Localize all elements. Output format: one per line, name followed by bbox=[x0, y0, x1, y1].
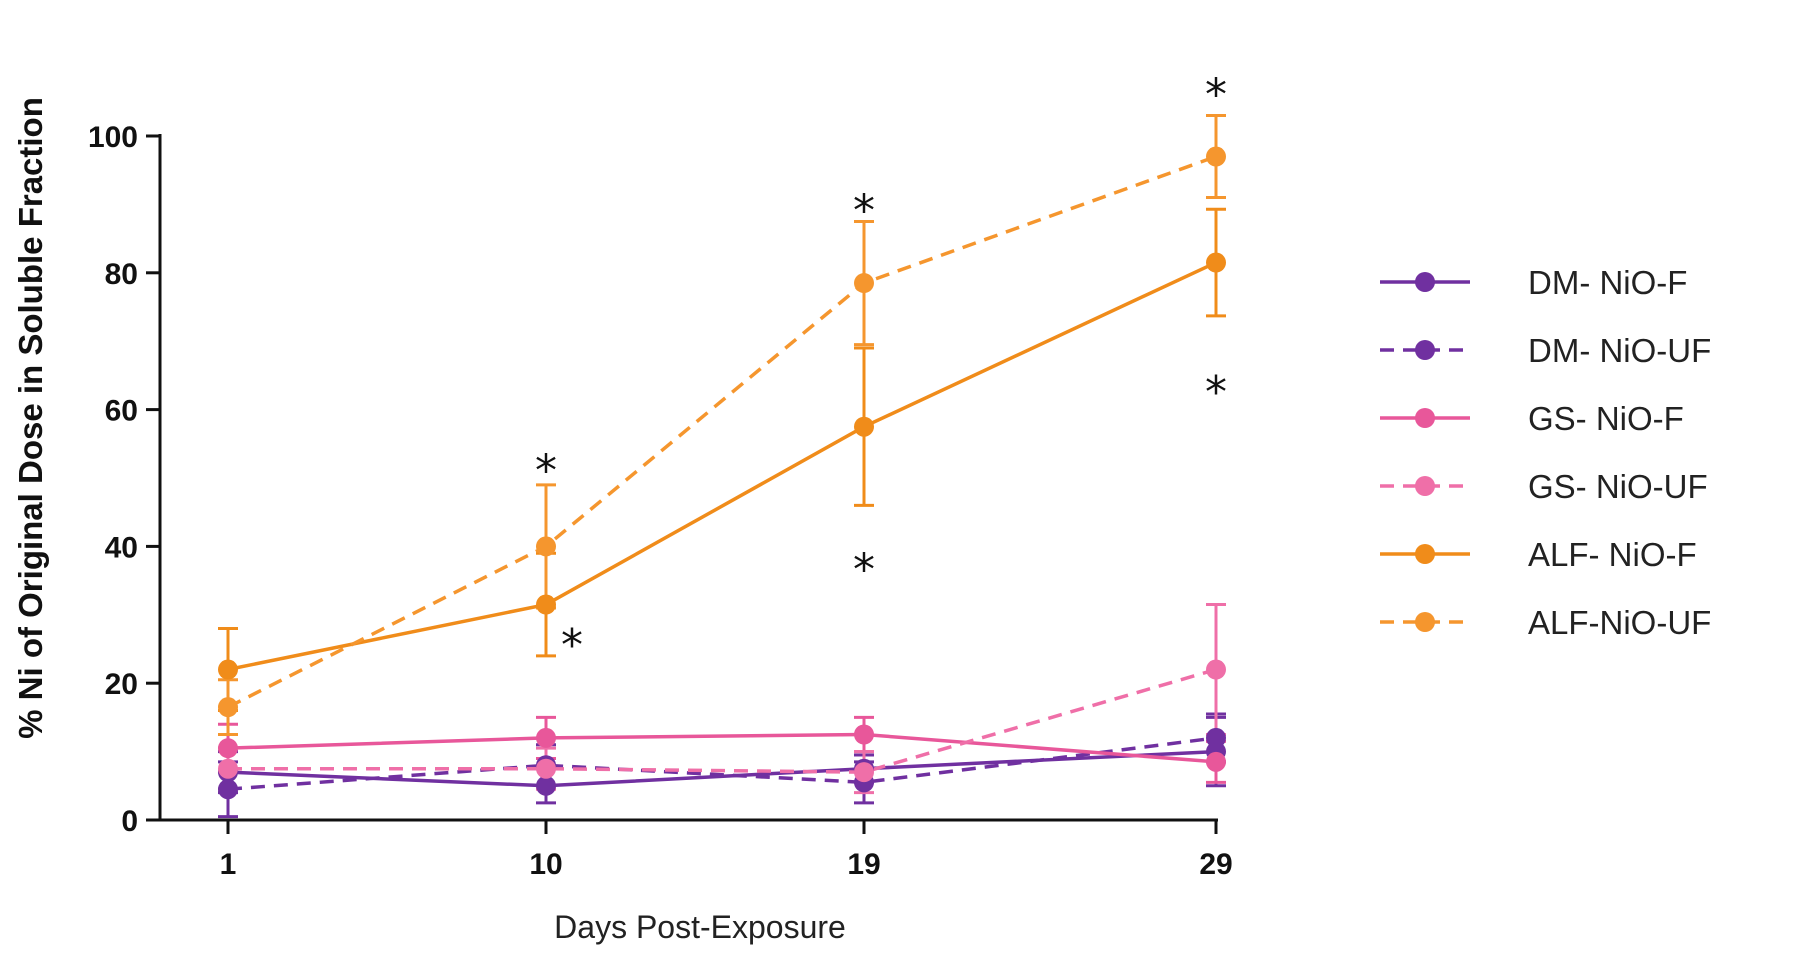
y-axis: 0 20 40 60 80 100 bbox=[88, 121, 162, 838]
legend-label: ALF- NiO-F bbox=[1528, 536, 1697, 573]
data-point bbox=[218, 779, 238, 800]
data-point bbox=[854, 762, 874, 783]
data-point bbox=[854, 724, 874, 745]
legend-label: DM- NiO-UF bbox=[1528, 332, 1711, 369]
x-tick-label: 19 bbox=[847, 848, 880, 881]
legend-marker bbox=[1415, 544, 1435, 564]
data-point bbox=[1206, 252, 1226, 273]
legend-marker bbox=[1415, 340, 1435, 360]
legend-item: GS- NiO-F bbox=[1380, 400, 1684, 437]
significance-annotations: * * * * * * bbox=[535, 69, 1227, 671]
significance-star: * bbox=[535, 445, 557, 496]
significance-star: * bbox=[853, 186, 875, 237]
x-tick-label: 29 bbox=[1199, 848, 1232, 881]
data-point bbox=[218, 697, 238, 718]
legend-item: DM- NiO-UF bbox=[1380, 332, 1711, 369]
legend-marker bbox=[1415, 476, 1435, 496]
data-point bbox=[854, 416, 874, 437]
y-tick-label: 80 bbox=[105, 258, 138, 291]
significance-star: * bbox=[1205, 367, 1227, 418]
legend-item: GS- NiO-UF bbox=[1380, 468, 1708, 505]
series-points bbox=[218, 146, 1226, 800]
y-tick-label: 60 bbox=[105, 395, 138, 428]
legend-label: GS- NiO-UF bbox=[1528, 468, 1708, 505]
legend-item: ALF- NiO-F bbox=[1380, 536, 1697, 573]
data-point bbox=[1206, 146, 1226, 167]
y-tick-label: 0 bbox=[121, 805, 138, 838]
significance-star: * bbox=[561, 620, 583, 671]
y-axis-title: % Ni of Original Dose in Soluble Fractio… bbox=[12, 97, 49, 739]
x-axis: 1 10 19 29 bbox=[160, 818, 1233, 881]
data-point bbox=[536, 775, 556, 796]
data-point bbox=[536, 536, 556, 557]
series-line-2 bbox=[227, 732, 1217, 764]
series-line-1 bbox=[227, 736, 1217, 791]
x-tick-label: 10 bbox=[529, 848, 562, 881]
significance-star: * bbox=[1205, 69, 1227, 120]
data-point bbox=[218, 659, 238, 680]
data-point bbox=[536, 758, 556, 779]
data-point bbox=[854, 273, 874, 294]
series-line-3 bbox=[228, 667, 1217, 774]
y-tick-label: 100 bbox=[88, 121, 138, 154]
data-point bbox=[536, 594, 556, 615]
significance-star: * bbox=[853, 545, 875, 596]
data-point bbox=[536, 727, 556, 748]
legend: DM- NiO-F DM- NiO-UF GS- NiO-F GS- NiO-UF AL… bbox=[1380, 264, 1711, 641]
data-point bbox=[1206, 751, 1226, 772]
legend-marker bbox=[1415, 612, 1435, 632]
data-point bbox=[218, 758, 238, 779]
legend-label: GS- NiO-F bbox=[1528, 400, 1684, 437]
y-tick-label: 40 bbox=[105, 531, 138, 564]
legend-marker bbox=[1415, 408, 1435, 428]
x-tick-label: 1 bbox=[220, 848, 237, 881]
series-lines bbox=[227, 154, 1217, 791]
y-tick-label: 20 bbox=[105, 668, 138, 701]
legend-label: DM- NiO-F bbox=[1528, 264, 1687, 301]
legend-item: DM- NiO-F bbox=[1380, 264, 1687, 301]
legend-marker bbox=[1415, 272, 1435, 292]
data-point bbox=[1206, 659, 1226, 680]
legend-label: ALF-NiO-UF bbox=[1528, 604, 1711, 641]
legend-item: ALF-NiO-UF bbox=[1380, 604, 1711, 641]
series-line-5 bbox=[227, 154, 1217, 709]
data-point bbox=[218, 738, 238, 759]
x-axis-title: Days Post-Exposure bbox=[554, 909, 846, 945]
data-point bbox=[1206, 727, 1226, 748]
series-line-4 bbox=[227, 260, 1217, 672]
